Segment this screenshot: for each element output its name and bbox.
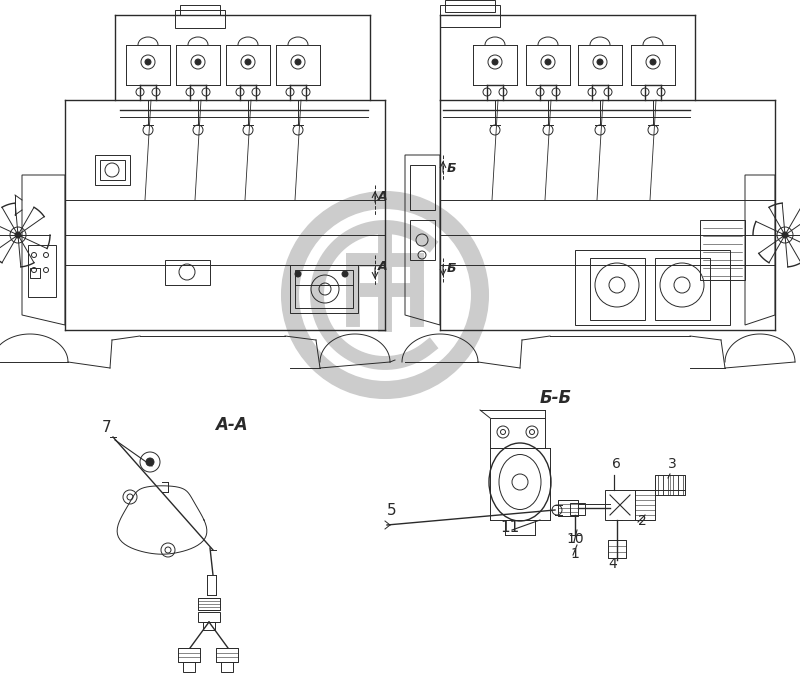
Bar: [183, 662, 195, 672]
Bar: [178, 648, 200, 662]
Circle shape: [195, 59, 201, 65]
Circle shape: [15, 232, 21, 238]
Text: А: А: [378, 260, 388, 273]
Bar: [570, 503, 585, 515]
Text: 2: 2: [638, 514, 646, 528]
Text: Б: Б: [447, 262, 457, 275]
Text: 7: 7: [102, 420, 112, 435]
Text: 6: 6: [612, 457, 621, 471]
Text: Б-Б: Б-Б: [540, 389, 572, 407]
Text: 11: 11: [500, 520, 519, 535]
Bar: [655, 258, 710, 320]
Bar: [608, 540, 626, 558]
Circle shape: [782, 232, 788, 238]
Bar: [410, 165, 435, 210]
Bar: [290, 265, 358, 313]
Bar: [203, 622, 215, 630]
Bar: [175, 10, 225, 28]
Circle shape: [146, 458, 154, 466]
Bar: [198, 612, 220, 622]
Bar: [558, 500, 578, 516]
Bar: [655, 475, 685, 495]
Bar: [410, 220, 435, 260]
Bar: [440, 5, 500, 27]
Bar: [490, 418, 545, 448]
Bar: [605, 490, 635, 520]
Circle shape: [145, 59, 151, 65]
Bar: [575, 250, 730, 325]
Text: А: А: [378, 190, 388, 203]
Bar: [198, 598, 220, 610]
Circle shape: [650, 59, 656, 65]
Text: 1: 1: [570, 547, 579, 561]
Bar: [445, 0, 495, 12]
Circle shape: [492, 59, 498, 65]
Text: 4: 4: [608, 557, 617, 571]
Bar: [165, 260, 210, 285]
Text: 10: 10: [566, 532, 584, 546]
Circle shape: [295, 271, 301, 277]
Bar: [30, 268, 40, 278]
Bar: [95, 155, 130, 185]
Text: Б: Б: [447, 162, 457, 175]
Circle shape: [545, 59, 551, 65]
Bar: [28, 245, 56, 297]
Text: 3: 3: [668, 457, 677, 471]
Text: А-А: А-А: [215, 416, 248, 434]
Bar: [221, 662, 233, 672]
Bar: [635, 490, 655, 520]
Circle shape: [245, 59, 251, 65]
Bar: [180, 5, 220, 15]
Circle shape: [295, 59, 301, 65]
Circle shape: [342, 271, 348, 277]
Bar: [295, 270, 353, 308]
Text: 5: 5: [387, 503, 397, 518]
Circle shape: [597, 59, 603, 65]
Bar: [590, 258, 645, 320]
Bar: [700, 220, 745, 280]
Bar: [216, 648, 238, 662]
Bar: [100, 160, 125, 180]
